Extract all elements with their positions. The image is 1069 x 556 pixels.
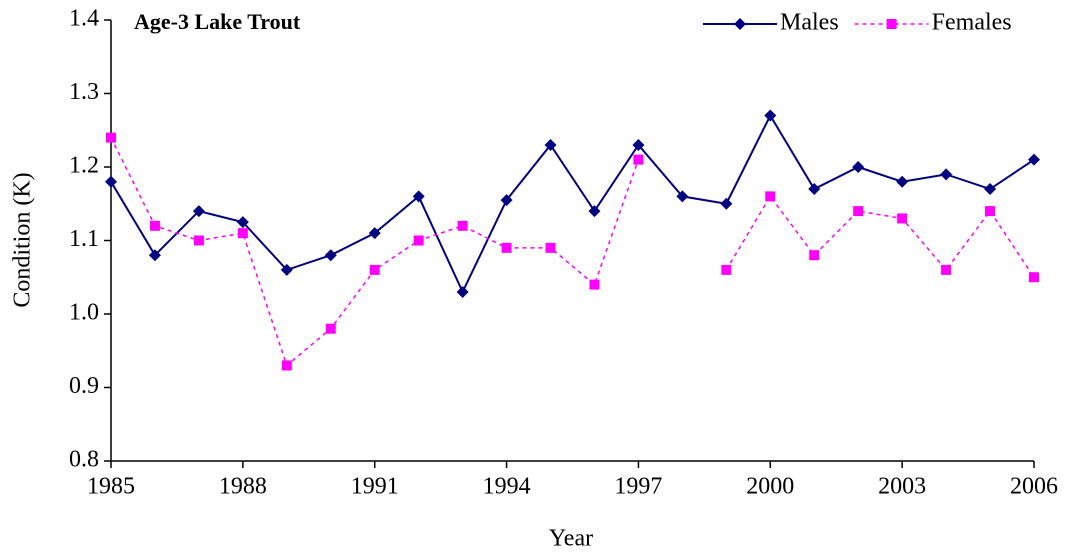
x-tick-label: 1988 [219,474,267,500]
chart-title: Age-3 Lake Trout [134,9,301,34]
data-point [1028,153,1040,166]
data-point [106,132,116,143]
data-point [456,285,469,298]
x-tick-label: 1985 [87,474,135,500]
data-point [325,323,336,334]
x-tick-label: 1994 [483,474,531,500]
data-point [501,242,512,253]
data-point [984,183,997,196]
data-point [413,235,424,246]
data-point [765,191,776,202]
y-axis-label: Condition (K) [10,172,36,307]
data-point [280,263,293,276]
y-tick-label: 1.0 [69,300,99,326]
series-line [110,137,1035,367]
legend-marker [734,18,746,30]
data-point [544,138,557,151]
data-point [192,205,205,218]
data-point [589,279,600,290]
data-point [764,109,777,122]
legend-label: Males [780,10,839,36]
legend-marker [886,19,897,29]
legend-label: Females [932,10,1012,36]
data-point [896,175,909,188]
y-tick-label: 1.1 [69,226,99,252]
x-tick-label: 2006 [1010,474,1058,500]
data-point [148,249,161,262]
data-point [940,168,953,181]
data-point [809,250,820,261]
data-point [545,242,556,253]
y-tick-label: 0.8 [69,447,99,473]
x-axis-label: Year [549,526,593,552]
data-point [676,190,689,203]
y-tick-label: 1.4 [69,6,99,32]
data-point [457,220,468,231]
data-point [500,194,513,207]
data-point [105,175,117,188]
data-point [808,183,821,196]
data-point [149,220,160,231]
data-point [237,228,248,239]
data-point [588,205,601,218]
data-point [897,213,908,224]
data-point [412,190,425,203]
y-tick-label: 0.9 [69,373,99,399]
x-tick-label: 1997 [614,474,662,500]
y-tick-label: 1.2 [69,153,99,179]
data-point [236,216,249,229]
data-point [633,154,644,165]
data-point [193,235,204,246]
data-point [632,138,645,151]
data-point [281,360,292,371]
data-point [368,227,381,240]
x-tick-label: 2000 [746,474,794,500]
data-point [721,264,732,275]
data-point [720,197,733,210]
data-point [985,206,996,217]
data-point [853,206,864,217]
series-line [110,113,1035,295]
data-point [941,264,952,275]
x-tick-label: 1991 [351,474,399,500]
data-point [324,249,337,262]
data-point [1029,272,1039,283]
x-tick-label: 2003 [878,474,926,500]
data-point [852,161,865,173]
y-tick-label: 1.3 [69,79,99,105]
data-point [369,264,380,275]
